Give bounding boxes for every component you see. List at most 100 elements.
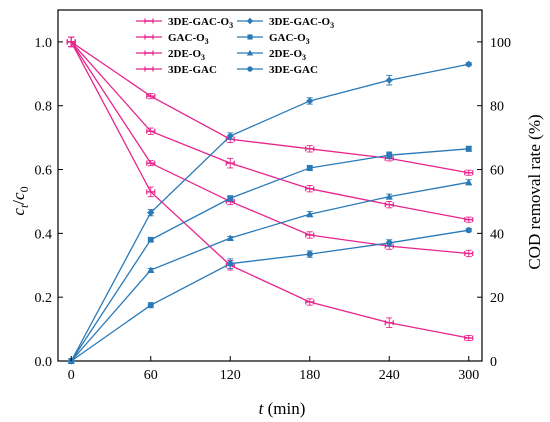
legend-marker [144,34,154,40]
legend-item: GAC-O3 [136,32,209,46]
legend-marker [247,66,253,72]
series-line [70,148,469,362]
plot-frame [57,9,483,362]
axis-ticks: 0 60 120 180 240 300 0.0 0.2 0.4 0.6 0.8 1.0 0 20 40 60… [35,36,512,383]
legend-label: 2DE-O3 [168,48,205,62]
data-point [146,189,156,195]
y-axis-left-label: ct/c0 [9,186,31,215]
data-point [147,266,155,273]
legend-item: 2DE-O3 [136,48,205,62]
y-axis-left-label-sub-t: t [17,204,31,208]
legend-label: 3DE-GAC-O3 [168,16,233,30]
series-right-7 [68,227,472,365]
data-point [384,202,394,208]
data-point [386,239,393,246]
y-right-tick-label: 40 [490,227,504,242]
series-right-5 [68,145,472,364]
data-point [465,227,472,234]
y-left-tick-label: 0.2 [35,291,53,306]
y-right-tick-label: 80 [490,100,504,115]
series-right-6 [67,178,473,364]
data-point [147,236,154,243]
data-point [66,39,76,45]
legend-marker [144,50,154,56]
legend-label: 2DE-O3 [269,48,306,62]
data-point [305,186,315,192]
series-line [70,63,469,362]
y-right-tick-label: 20 [490,291,504,306]
data-point [464,170,474,176]
data-point [384,320,394,326]
data-point [305,299,315,305]
series-line [70,41,469,221]
data-point [146,160,156,166]
y-left-tick-label: 0.4 [35,227,53,242]
data-point [306,210,314,218]
data-point [306,165,313,171]
legend-label: GAC-O3 [168,32,209,46]
data-point [227,195,234,202]
data-point [226,234,234,242]
x-axis-label: t (min) [259,399,306,418]
legend-item: 2DE-O3 [237,48,306,62]
data-point [465,60,473,68]
y-axis-left-label-sub-0: 0 [17,186,31,192]
y-left-tick-label: 0.8 [35,100,53,115]
data-point [464,250,474,256]
legend-label: 3DE-GAC [269,64,318,76]
legend-item: 3DE-GAC [136,64,217,76]
x-tick-label: 60 [144,368,158,383]
data-point [464,335,474,341]
y-left-tick-label: 1.0 [35,36,53,51]
data-point [227,260,234,267]
series-right-4 [67,60,473,365]
series-line [70,229,469,362]
legend-label: 3DE-GAC-O3 [269,16,334,30]
x-tick-label: 120 [220,368,241,383]
data-point [306,251,313,258]
y-right-tick-label: 60 [490,164,504,179]
series-left-2 [66,36,474,223]
series-line [70,181,469,362]
data-point [464,217,474,223]
legend-marker [144,18,154,24]
x-tick-label: 240 [379,368,400,383]
data-point [225,160,235,166]
data-point [305,232,315,238]
x-tick-label: 180 [299,368,320,383]
data-point [465,145,472,152]
y-right-tick-label: 0 [490,355,497,370]
data-point [146,128,156,134]
data-point [147,209,155,217]
legend-item: 3DE-GAC-O3 [136,16,233,30]
y-axis-left-label-slash: / [9,200,28,205]
legend-item: 3DE-GAC [237,64,318,76]
legend-item: GAC-O3 [237,32,310,46]
legend-item: 3DE-GAC-O3 [237,16,334,30]
y-axis-left-label-c: c [9,208,28,216]
legend-marker [246,49,254,56]
data-point [147,302,154,309]
data-point [305,146,315,152]
data-point [385,193,393,200]
y-left-tick-label: 0.6 [35,164,53,179]
data-point [465,178,473,186]
y-axis-left-label-c2: c [9,192,28,200]
legend-marker [144,66,154,72]
chart-marks [66,36,474,365]
data-point [306,97,314,105]
legend-label: GAC-O3 [269,32,310,46]
x-tick-label: 300 [458,368,479,383]
data-point [385,76,393,84]
y-axis-right-label: COD removal rate (%) [525,114,544,269]
x-axis-label-unit: (min) [263,399,305,418]
plot-border [57,9,483,362]
legend-marker [247,34,253,40]
y-left-tick-label: 0.0 [35,355,53,370]
data-point [146,93,156,99]
legend: 3DE-GAC-O3 GAC-O3 2DE-O3 3DE-GAC 3DE-GAC-O3 G… [136,16,334,76]
series-line [70,41,469,174]
series-line [70,41,469,339]
series-line [70,41,469,255]
